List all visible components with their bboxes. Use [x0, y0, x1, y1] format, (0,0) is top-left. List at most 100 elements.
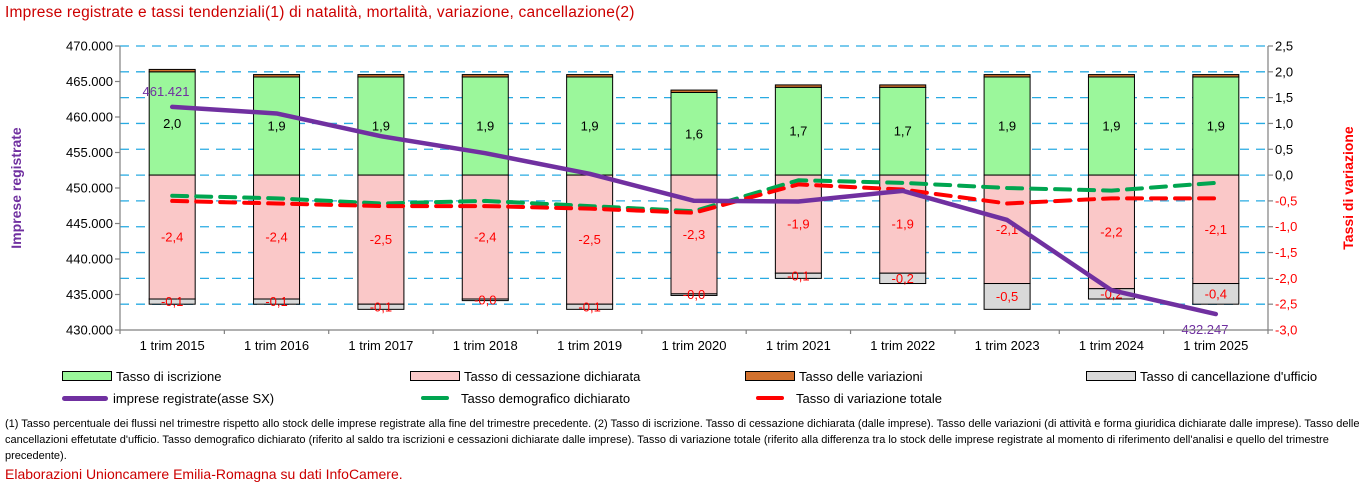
bar-tasso-cessazione — [566, 174, 614, 305]
left-tick-label: 430.000 — [66, 323, 113, 338]
bar-tasso-variazioni — [1087, 74, 1135, 78]
bar-label-cessazione: -2,2 — [1100, 224, 1122, 239]
bar-label-iscrizione: 1,9 — [476, 119, 494, 134]
left-tick-label: 435.000 — [66, 287, 113, 302]
bar-label-cancellazione: -0,4 — [1205, 286, 1227, 301]
legend-swatch-box — [410, 371, 460, 381]
bar-label-iscrizione: 1,9 — [1207, 119, 1225, 134]
bar-tasso-cessazione — [253, 174, 301, 300]
line-tasso-variazione-totale — [170, 182, 1218, 215]
bar-label-iscrizione: 1,7 — [789, 124, 807, 139]
right-tick-label: -2,5 — [1275, 297, 1297, 312]
bar-tasso-variazioni — [566, 74, 614, 78]
right-tick-label: 2,0 — [1275, 64, 1293, 79]
right-tick-label: -3,0 — [1275, 323, 1297, 338]
bar-tasso-iscrizione — [983, 76, 1031, 176]
bar-label-cessazione: -2,4 — [474, 230, 496, 245]
right-tick-label: 0,0 — [1275, 168, 1293, 183]
bar-label-iscrizione: 1,9 — [372, 119, 390, 134]
bar-tasso-variazioni — [1192, 74, 1240, 78]
right-tick-label: 2,5 — [1275, 39, 1293, 54]
bar-label-cessazione: -2,4 — [161, 230, 183, 245]
right-tick-label: -1,5 — [1275, 245, 1297, 260]
bar-tasso-cessazione — [774, 174, 822, 274]
left-tick-label: 450.000 — [66, 181, 113, 196]
legend: Tasso di iscrizione Tasso di cessazione d… — [0, 364, 1365, 414]
bar-tasso-variazioni — [774, 84, 822, 88]
legend-item: Tasso di cancellazione d'ufficio — [1086, 368, 1317, 384]
left-tick-label: 470.000 — [66, 39, 113, 54]
x-tick-label: 1 trim 2020 — [661, 338, 726, 353]
line-start-label: 461.421 — [143, 84, 190, 99]
legend-label: Tasso demografico dichiarato — [461, 390, 631, 406]
bar-label-iscrizione: 2,0 — [163, 116, 181, 131]
x-tick-label: 1 trim 2017 — [348, 338, 413, 353]
bar-tasso-variazioni — [461, 74, 509, 78]
left-tick-label: 460.000 — [66, 110, 113, 125]
bar-tasso-iscrizione — [670, 91, 718, 176]
legend-item: Tasso delle variazioni — [745, 368, 923, 384]
bar-label-cessazione: -1,9 — [892, 217, 914, 232]
bar-label-cancellazione: -0,1 — [265, 294, 287, 309]
right-tick-label: -2,0 — [1275, 271, 1297, 286]
left-tick-label: 445.000 — [66, 216, 113, 231]
legend-label: imprese registrate(asse SX) — [113, 390, 275, 406]
bar-tasso-cessazione — [461, 174, 509, 300]
bar-label-cancellazione: -0,1 — [787, 268, 809, 283]
x-tick-label: 1 trim 2025 — [1183, 338, 1248, 353]
chart-title: Imprese registrate e tassi tendenziali(1… — [5, 4, 635, 21]
plot-area: 2,0 -2,4 -0,1 1,9 -2,4 -0,1 1,9 -2,5 -0,1 1,9 -2,4… — [66, 39, 1297, 354]
bar-label-cancellazione: -0,1 — [370, 299, 392, 314]
bar-tasso-cancellazione — [461, 298, 509, 302]
bar-label-cessazione: -1,9 — [787, 217, 809, 232]
left-tick-label: 440.000 — [66, 252, 113, 267]
right-tick-label: 1,5 — [1275, 90, 1293, 105]
bar-tasso-cancellazione — [983, 283, 1031, 310]
source-note: Elaborazioni Unioncamere Emilia-Romagna … — [5, 466, 403, 482]
x-tick-label: 1 trim 2015 — [140, 338, 205, 353]
bar-label-iscrizione: 1,9 — [998, 119, 1016, 134]
bar-tasso-cancellazione — [148, 298, 196, 305]
legend-label: Tasso di cessazione dichiarata — [464, 368, 641, 384]
bar-tasso-variazioni — [253, 74, 301, 78]
legend-item: Tasso di iscrizione — [62, 368, 222, 384]
bar-label-cancellazione: -0,0 — [474, 292, 496, 307]
legend-swatch-box — [62, 371, 112, 381]
bar-tasso-variazioni — [879, 84, 927, 88]
legend-swatch-line — [62, 395, 108, 401]
bar-tasso-variazioni — [148, 68, 196, 73]
left-tick-label: 465.000 — [66, 74, 113, 89]
bar-tasso-iscrizione — [774, 86, 822, 176]
bar-tasso-cancellazione — [357, 303, 405, 310]
legend-swatch-box — [1086, 371, 1136, 381]
bar-tasso-iscrizione — [148, 71, 196, 176]
x-tick-label: 1 trim 2016 — [244, 338, 309, 353]
bar-label-iscrizione: 1,7 — [894, 124, 912, 139]
right-tick-label: -0,5 — [1275, 193, 1297, 208]
bar-tasso-iscrizione — [879, 86, 927, 176]
bar-tasso-variazioni — [983, 74, 1031, 78]
bar-label-cancellazione: -0,2 — [892, 271, 914, 286]
bar-label-iscrizione: 1,9 — [1102, 119, 1120, 134]
bar-label-iscrizione: 1,6 — [685, 126, 703, 141]
bar-tasso-cessazione — [1087, 174, 1135, 290]
x-tick-label: 1 trim 2024 — [1079, 338, 1144, 353]
x-tick-label: 1 trim 2022 — [870, 338, 935, 353]
legend-swatch-dash — [756, 396, 784, 400]
legend-item: Tasso di cessazione dichiarata — [410, 368, 640, 384]
bar-tasso-cancellazione — [774, 272, 822, 279]
right-tick-label: 0,5 — [1275, 142, 1293, 157]
bar-label-cancellazione: -0,1 — [161, 294, 183, 309]
bar-tasso-variazioni — [670, 89, 718, 93]
legend-item: Tasso di variazione totale — [745, 390, 942, 406]
legend-label: Tasso di cancellazione d'ufficio — [1140, 368, 1318, 384]
bar-label-cessazione: -2,1 — [1205, 222, 1227, 237]
legend-item: imprese registrate(asse SX) — [62, 390, 274, 406]
bar-tasso-variazioni — [357, 74, 405, 78]
bar-label-cessazione: -2,5 — [370, 232, 392, 247]
legend-swatch-box — [745, 371, 795, 381]
bar-label-cessazione: -2,5 — [578, 232, 600, 247]
bar-label-cancellazione: -0,1 — [578, 299, 600, 314]
legend-label: Tasso di variazione totale — [796, 390, 942, 406]
